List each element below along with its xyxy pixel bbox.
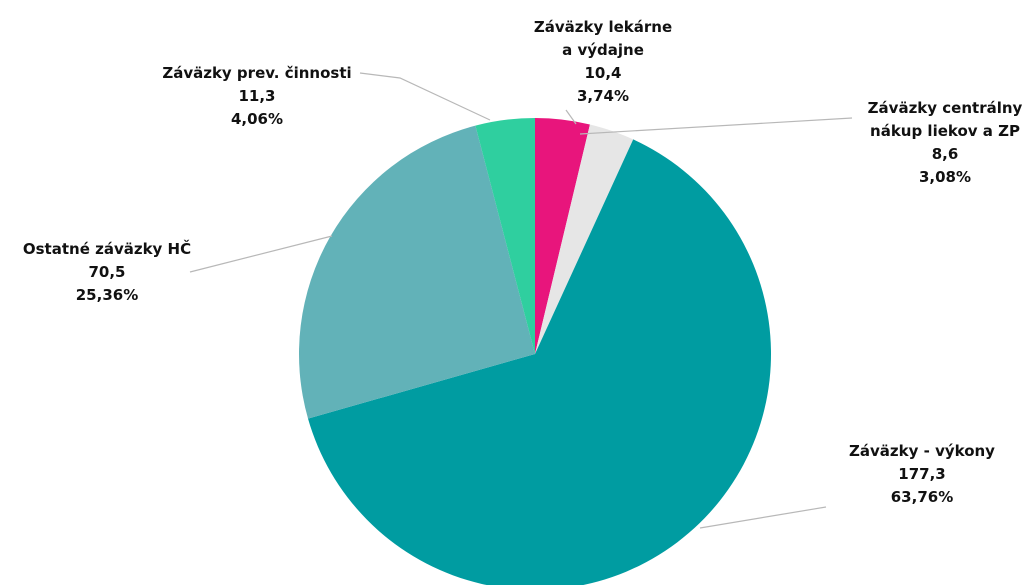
slice-label: Záväzky centrálny nákup liekov a ZP 8,6 3,… bbox=[855, 97, 1029, 189]
category-label: Ostatné záväzky HČ bbox=[22, 240, 192, 258]
percent-label: 4,06% bbox=[230, 110, 284, 128]
slice-label: Ostatné záväzky HČ 70,5 25,36% bbox=[7, 238, 207, 307]
category-label: Záväzky lekárne a výdajne bbox=[533, 18, 673, 59]
pie bbox=[299, 118, 771, 585]
percent-label: 25,36% bbox=[75, 286, 139, 304]
value-label: 8,6 bbox=[931, 145, 959, 163]
leader-line bbox=[359, 72, 491, 121]
category-label: Záväzky prev. činnosti bbox=[162, 64, 352, 82]
pie-slice bbox=[535, 118, 590, 354]
value-label: 10,4 bbox=[584, 64, 622, 82]
category-label: Záväzky centrálny nákup liekov a ZP bbox=[867, 99, 1023, 140]
leader-line bbox=[565, 109, 577, 125]
pie-slice bbox=[535, 124, 634, 355]
pie-slice bbox=[308, 139, 771, 585]
percent-label: 3,08% bbox=[918, 168, 972, 186]
percent-label: 3,74% bbox=[576, 87, 630, 105]
percent-label: 63,76% bbox=[890, 488, 954, 506]
category-label: Záväzky - výkony bbox=[849, 442, 995, 460]
slice-label: Záväzky lekárne a výdajne 10,4 3,74% bbox=[533, 16, 673, 108]
value-label: 70,5 bbox=[88, 263, 126, 281]
pie-slice bbox=[299, 125, 535, 419]
leader-line bbox=[579, 117, 853, 135]
leader-line bbox=[699, 506, 827, 529]
value-label: 11,3 bbox=[238, 87, 276, 105]
slice-label: Záväzky prev. činnosti 11,3 4,06% bbox=[142, 62, 372, 131]
slice-label: Záväzky - výkony 177,3 63,76% bbox=[822, 440, 1022, 509]
pie-slice bbox=[475, 118, 535, 354]
leader-line bbox=[189, 235, 333, 273]
value-label: 177,3 bbox=[898, 465, 946, 483]
